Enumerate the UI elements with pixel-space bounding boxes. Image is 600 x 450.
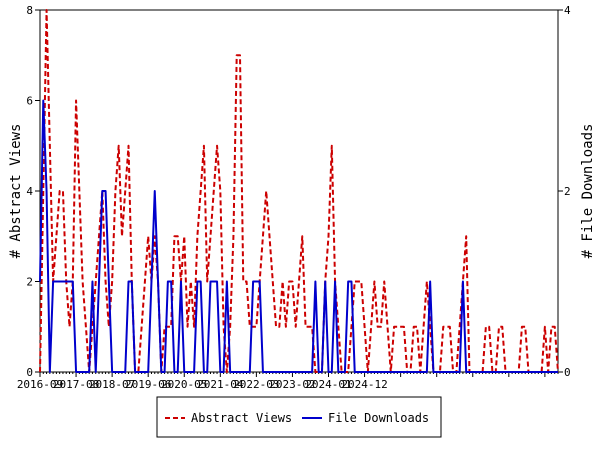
series-line-file-downloads	[39, 99, 558, 373]
right-tick-label: 4	[564, 4, 571, 17]
left-axis-title: # Abstract Views	[8, 124, 24, 259]
legend-box	[156, 396, 442, 438]
left-tick-label: 2	[26, 276, 33, 289]
left-axis: 0 2 4 6 8	[26, 4, 40, 379]
plot-frame	[39, 9, 559, 373]
x-tick-label: 2018-07	[89, 378, 135, 391]
right-axis: 0 2 4	[558, 4, 571, 379]
legend-label-abstract-views: Abstract Views	[191, 411, 292, 425]
x-tick-label: 2022-03	[233, 378, 279, 391]
left-tick-label: 8	[26, 4, 33, 17]
x-tick-label: 2024-01	[305, 378, 351, 391]
x-tick-label: 2024-12	[341, 378, 387, 391]
x-tick-label: 2019-06	[125, 378, 171, 391]
series-line-abstract-views	[39, 9, 559, 373]
right-tick-label: 2	[564, 185, 571, 198]
x-tick-label: 2023-02	[269, 378, 315, 391]
left-tick-label: 4	[26, 185, 33, 198]
x-tick-label: 2017-08	[53, 378, 99, 391]
right-tick-label: 0	[564, 366, 571, 379]
right-axis-title: # File Downloads	[580, 124, 596, 259]
left-tick-label: 0	[26, 366, 33, 379]
x-tick-label: 2021-04	[197, 378, 244, 391]
x-tick-label: 2016-09	[17, 378, 63, 391]
legend: Abstract Views File Downloads	[156, 396, 442, 438]
left-tick-label: 6	[26, 95, 33, 108]
x-axis: 2016-092017-082018-072019-062020-052021-…	[17, 372, 559, 391]
x-tick-label: 2020-05	[161, 378, 207, 391]
legend-label-file-downloads: File Downloads	[328, 411, 429, 425]
series-layer	[39, 9, 559, 373]
